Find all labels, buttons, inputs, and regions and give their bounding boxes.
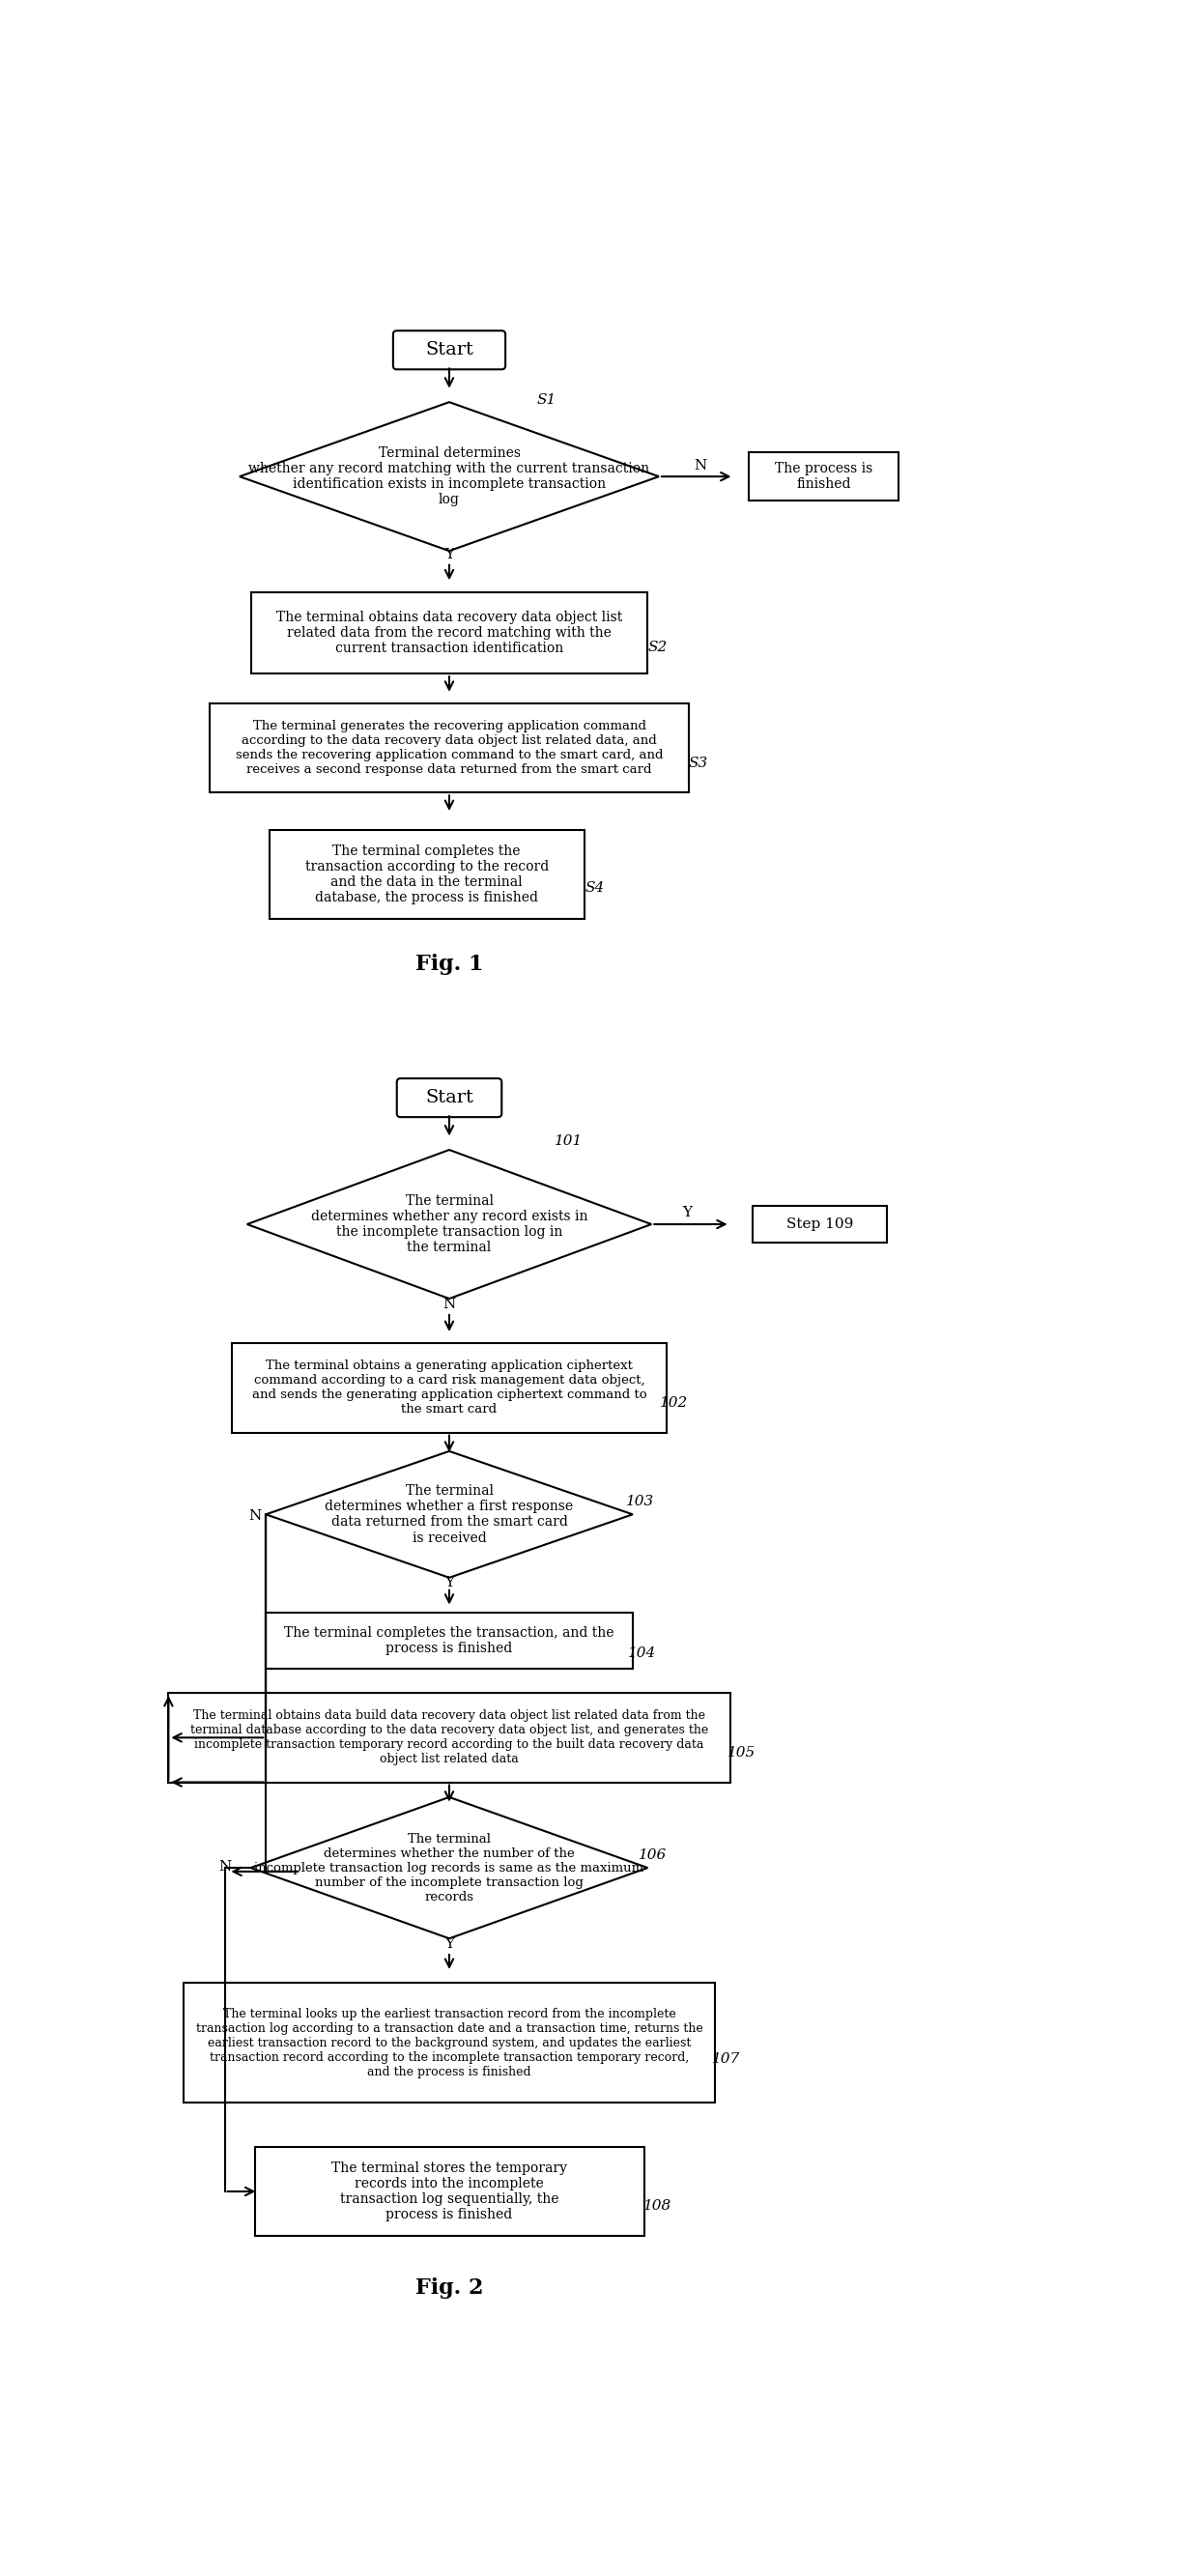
FancyBboxPatch shape bbox=[397, 1079, 502, 1118]
Text: N: N bbox=[443, 1298, 455, 1311]
Bar bbox=[752, 1206, 888, 1242]
Text: Step 109: Step 109 bbox=[786, 1218, 853, 1231]
Text: The terminal obtains data build data recovery data object list related data from: The terminal obtains data build data rec… bbox=[190, 1710, 708, 1765]
Text: Start: Start bbox=[425, 1090, 473, 1108]
Text: The terminal generates the recovering application command
according to the data : The terminal generates the recovering ap… bbox=[236, 721, 662, 775]
Text: 105: 105 bbox=[727, 1747, 756, 1759]
Polygon shape bbox=[250, 1798, 648, 1940]
Text: Y: Y bbox=[444, 549, 454, 562]
Text: 106: 106 bbox=[639, 1850, 667, 1862]
Text: The terminal completes the transaction, and the
process is finished: The terminal completes the transaction, … bbox=[284, 1625, 615, 1656]
Bar bbox=[266, 1613, 633, 1669]
Text: Terminal determines
whether any record matching with the current transaction
ide: Terminal determines whether any record m… bbox=[249, 446, 649, 507]
Text: N: N bbox=[248, 1510, 261, 1522]
Text: 101: 101 bbox=[555, 1133, 583, 1149]
Text: Y: Y bbox=[683, 1206, 692, 1221]
Text: N: N bbox=[694, 459, 707, 471]
FancyBboxPatch shape bbox=[393, 330, 506, 368]
Text: 104: 104 bbox=[628, 1646, 655, 1659]
Text: 103: 103 bbox=[627, 1494, 654, 1510]
Text: The process is
finished: The process is finished bbox=[775, 461, 872, 492]
Polygon shape bbox=[247, 1149, 652, 1298]
Text: Y: Y bbox=[444, 1937, 454, 1950]
Text: N: N bbox=[218, 1860, 231, 1873]
Text: The terminal
determines whether a first response
data returned from the smart ca: The terminal determines whether a first … bbox=[325, 1484, 574, 1546]
Text: The terminal stores the temporary
records into the incomplete
transaction log se: The terminal stores the temporary record… bbox=[332, 2161, 567, 2221]
Text: S3: S3 bbox=[688, 757, 708, 770]
Text: S2: S2 bbox=[648, 641, 667, 654]
Text: The terminal obtains data recovery data object list
related data from the record: The terminal obtains data recovery data … bbox=[277, 611, 622, 654]
Text: 108: 108 bbox=[643, 2200, 672, 2213]
Bar bbox=[254, 2146, 645, 2236]
Text: S4: S4 bbox=[586, 881, 605, 894]
Polygon shape bbox=[266, 1450, 633, 1577]
Text: S1: S1 bbox=[537, 394, 556, 407]
Bar bbox=[210, 703, 689, 793]
Polygon shape bbox=[240, 402, 659, 551]
Bar bbox=[250, 592, 648, 675]
Text: Fig. 1: Fig. 1 bbox=[416, 953, 483, 974]
Text: 107: 107 bbox=[712, 2053, 740, 2066]
Bar bbox=[183, 1984, 715, 2102]
Text: 102: 102 bbox=[660, 1396, 688, 1409]
Bar bbox=[169, 1692, 730, 1783]
Text: The terminal
determines whether the number of the
incomplete transaction log rec: The terminal determines whether the numb… bbox=[254, 1832, 645, 1904]
Text: The terminal completes the
transaction according to the record
and the data in t: The terminal completes the transaction a… bbox=[305, 845, 549, 904]
Text: The terminal obtains a generating application ciphertext
command according to a : The terminal obtains a generating applic… bbox=[252, 1360, 647, 1417]
Bar bbox=[749, 453, 898, 500]
Text: The terminal
determines whether any record exists in
the incomplete transaction : The terminal determines whether any reco… bbox=[310, 1195, 588, 1255]
Text: Y: Y bbox=[444, 1577, 454, 1589]
Text: Start: Start bbox=[425, 343, 473, 358]
Text: Fig. 2: Fig. 2 bbox=[416, 2277, 483, 2298]
Bar bbox=[232, 1342, 666, 1432]
Bar bbox=[270, 829, 585, 920]
Text: The terminal looks up the earliest transaction record from the incomplete
transa: The terminal looks up the earliest trans… bbox=[195, 2007, 703, 2079]
